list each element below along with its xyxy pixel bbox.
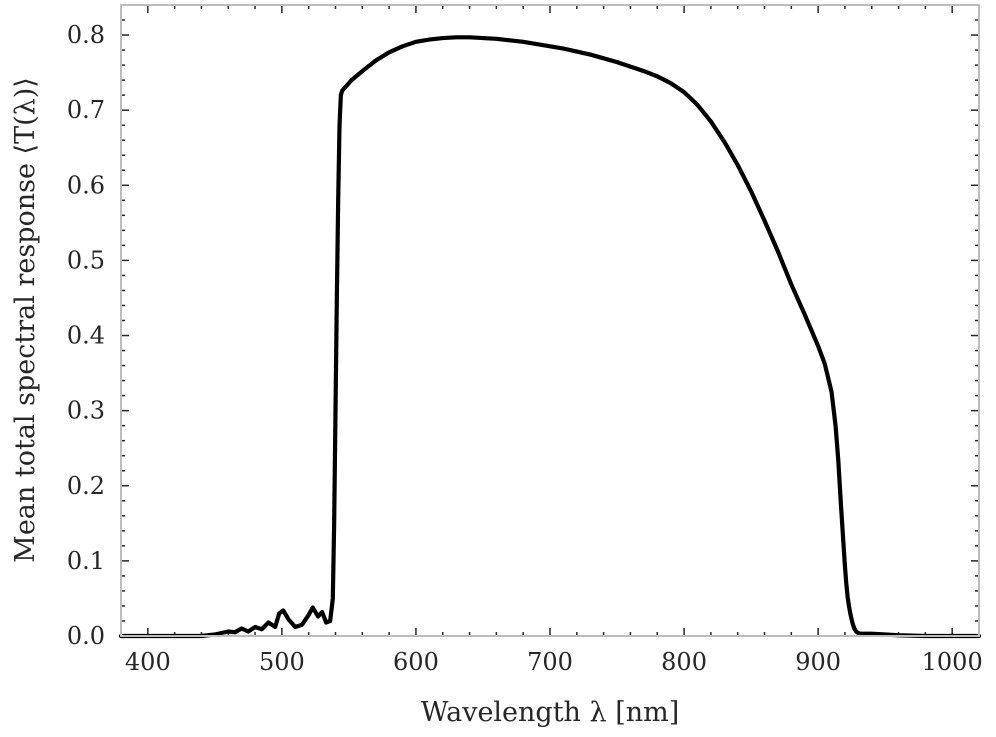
x-tick-label: 600 (393, 648, 439, 676)
y-tick-label: 0.7 (67, 96, 105, 124)
x-tick-label: 900 (795, 648, 841, 676)
plot-frame (120, 4, 980, 637)
x-axis-label: Wavelength λ [nm] (421, 697, 680, 728)
x-tick-label: 400 (125, 648, 171, 676)
x-tick-labels: 400 500 600 700 800 900 1000 (125, 648, 983, 676)
y-tick-label: 0.2 (67, 472, 105, 500)
y-tick-labels: 0.0 0.1 0.2 0.3 0.4 0.5 0.6 0.7 0.8 (67, 21, 105, 650)
y-tick-label: 0.1 (67, 547, 105, 575)
spectral-response-line (118, 35, 982, 639)
x-tick-label: 500 (259, 648, 305, 676)
y-tick-label: 0.5 (67, 246, 105, 274)
y-tick-label: 0.3 (67, 397, 105, 425)
y-tick-label: 0.6 (67, 171, 105, 199)
y-tick-label: 0.4 (67, 322, 105, 350)
y-axis-label: Mean total spectral response ⟨T(λ)⟩ (10, 77, 41, 563)
x-tick-label: 800 (661, 648, 707, 676)
plot-background (121, 5, 979, 636)
major-ticks (121, 5, 979, 637)
y-tick-label: 0.8 (67, 21, 105, 49)
y-tick-label: 0.0 (67, 622, 105, 650)
x-tick-label: 1000 (922, 648, 983, 676)
x-tick-label: 700 (527, 648, 573, 676)
